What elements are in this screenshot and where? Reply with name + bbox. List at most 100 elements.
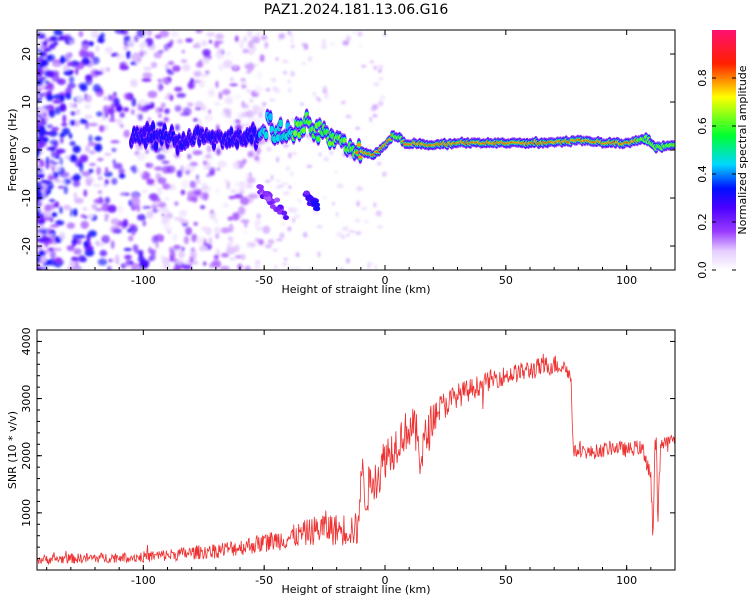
spectrogram-cell xyxy=(52,99,63,104)
spectrogram-cell xyxy=(209,211,217,220)
spectrogram-cell xyxy=(119,65,129,71)
spectrogram-cell xyxy=(281,59,289,64)
spectrogram-cell xyxy=(146,30,153,37)
spectrogram-cell xyxy=(179,219,189,224)
spectrogram-cell xyxy=(322,38,326,45)
spectrogram-cell xyxy=(377,162,382,165)
snr-x-tick-label: 0 xyxy=(382,574,389,587)
spectrogram-cell xyxy=(185,226,193,236)
spectrogram-cell xyxy=(88,122,99,127)
spectrogram-cell xyxy=(224,96,234,105)
spectrogram-cell xyxy=(67,62,74,67)
spectrogram-ridge-cell xyxy=(356,143,362,147)
spectrogram-ridge-cell xyxy=(275,134,280,142)
spectrogram-cell xyxy=(93,56,100,65)
spectrogram-cell xyxy=(330,42,334,46)
spectrogram-cell xyxy=(170,30,179,38)
spectrogram-cell xyxy=(361,65,367,68)
spectrogram-cell xyxy=(208,87,215,94)
spectrogram-cell xyxy=(112,228,121,234)
spectrogram-cell xyxy=(51,149,56,158)
spectrogram-branch-cell xyxy=(269,204,276,210)
spectrogram-cell xyxy=(120,263,127,269)
spectrogram-cell xyxy=(234,119,241,124)
spectrogram-cell xyxy=(69,133,73,139)
spectrogram-cell xyxy=(206,144,212,153)
spectrogram-cell xyxy=(259,54,265,63)
spectrogram-y-tick-label: -20 xyxy=(20,237,33,255)
spectrogram-cell xyxy=(132,165,137,174)
spectrogram-cell xyxy=(37,78,44,86)
colorbar-tick-label: 0.4 xyxy=(696,165,709,183)
spectrogram-cell xyxy=(272,248,275,252)
spectrogram-cell xyxy=(48,247,55,251)
spectrogram-cell xyxy=(37,207,41,216)
spectrogram-cell xyxy=(80,220,89,229)
spectrogram-cell xyxy=(238,264,244,268)
spectrogram-cell xyxy=(276,238,283,241)
spectrogram-branch-cell xyxy=(265,196,272,202)
spectrogram-cell xyxy=(57,219,62,226)
spectrogram-cell xyxy=(94,143,103,152)
spectrogram-cell xyxy=(202,57,210,65)
spectrogram-cell xyxy=(54,106,61,115)
colorbar-tick-label: 0.0 xyxy=(696,261,709,279)
spectrogram-cell xyxy=(345,35,351,41)
spectrogram-cell xyxy=(223,59,233,69)
spectrogram-branch-cell xyxy=(281,210,288,216)
spectrogram-cell xyxy=(73,208,78,217)
spectrogram-cell xyxy=(232,212,240,221)
spectrogram-cell xyxy=(313,211,317,214)
spectrogram-cell xyxy=(46,55,52,60)
spectrogram-cell xyxy=(53,94,63,100)
spectrogram-cell xyxy=(127,39,135,48)
spectrogram-cell xyxy=(41,69,45,75)
spectrogram-cell xyxy=(87,214,94,219)
spectrogram-cell xyxy=(148,247,152,254)
spectrogram-cell xyxy=(75,67,79,76)
spectrogram-x-axis-label: Height of straight line (km) xyxy=(281,283,430,296)
spectrogram-cell xyxy=(227,236,233,241)
spectrogram-cell xyxy=(88,168,94,173)
spectrogram-cell xyxy=(211,259,222,268)
spectrogram-cell xyxy=(378,100,384,107)
spectrogram-cell xyxy=(128,235,134,242)
spectrogram-cell xyxy=(204,114,214,122)
spectrogram-cell xyxy=(48,110,56,118)
spectrogram-cell xyxy=(51,126,60,132)
spectrogram-cell xyxy=(77,160,84,169)
spectrogram-cell xyxy=(61,127,71,136)
spectrogram-cell xyxy=(124,254,132,260)
spectrogram-cell xyxy=(179,112,190,116)
spectrogram-cell xyxy=(69,141,76,146)
spectrogram-cell xyxy=(101,235,110,244)
spectrogram-cell xyxy=(265,180,271,183)
spectrogram-cell xyxy=(161,160,170,164)
colorbar-tick-label: 0.2 xyxy=(696,213,709,231)
spectrogram-cell xyxy=(157,82,164,92)
spectrogram-cell xyxy=(239,180,246,188)
spectrogram-cell xyxy=(244,48,249,54)
spectrogram-cell xyxy=(107,204,117,213)
spectrogram-cell xyxy=(157,208,166,213)
spectrogram-cell xyxy=(266,146,272,152)
spectrogram-cell xyxy=(182,64,191,72)
spectrogram-cell xyxy=(139,50,145,58)
spectrogram-cell xyxy=(61,122,68,127)
spectrogram-cell xyxy=(329,150,334,156)
spectrogram-cell xyxy=(122,219,129,228)
spectrogram-cell xyxy=(49,35,58,42)
spectrogram-x-tick-label: 0 xyxy=(382,274,389,287)
spectrogram-cell xyxy=(164,79,170,85)
spectrogram-y-tick-label: 20 xyxy=(20,47,33,61)
spectrogram-cell xyxy=(37,94,40,98)
spectrogram-cell xyxy=(324,92,329,99)
spectrogram-cell xyxy=(159,30,170,38)
spectrogram-cell xyxy=(164,197,170,201)
spectrogram-cell xyxy=(125,258,131,268)
spectrogram-cell xyxy=(366,261,373,266)
spectrogram-cell xyxy=(102,112,106,122)
spectrogram-cell xyxy=(233,244,240,253)
spectrogram-cell xyxy=(147,90,158,99)
spectrogram-cell xyxy=(246,30,253,38)
